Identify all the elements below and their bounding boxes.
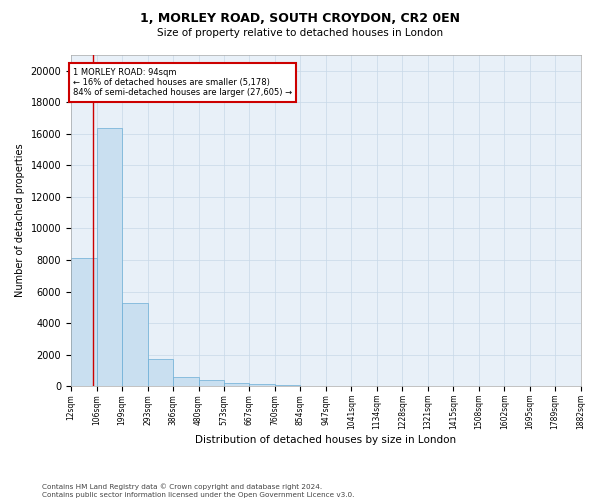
Bar — [199, 380, 224, 386]
Text: 1 MORLEY ROAD: 94sqm
← 16% of detached houses are smaller (5,178)
84% of semi-de: 1 MORLEY ROAD: 94sqm ← 16% of detached h… — [73, 68, 292, 98]
Text: 1, MORLEY ROAD, SOUTH CROYDON, CR2 0EN: 1, MORLEY ROAD, SOUTH CROYDON, CR2 0EN — [140, 12, 460, 26]
Bar — [275, 385, 301, 386]
Bar — [97, 128, 122, 386]
Bar — [148, 358, 173, 386]
Bar — [122, 302, 148, 386]
Text: Contains HM Land Registry data © Crown copyright and database right 2024.
Contai: Contains HM Land Registry data © Crown c… — [42, 484, 355, 498]
Bar — [71, 258, 97, 386]
Text: Size of property relative to detached houses in London: Size of property relative to detached ho… — [157, 28, 443, 38]
Y-axis label: Number of detached properties: Number of detached properties — [15, 144, 25, 298]
Bar — [224, 384, 250, 386]
X-axis label: Distribution of detached houses by size in London: Distribution of detached houses by size … — [195, 435, 457, 445]
Bar — [173, 377, 199, 386]
Bar — [250, 384, 275, 386]
